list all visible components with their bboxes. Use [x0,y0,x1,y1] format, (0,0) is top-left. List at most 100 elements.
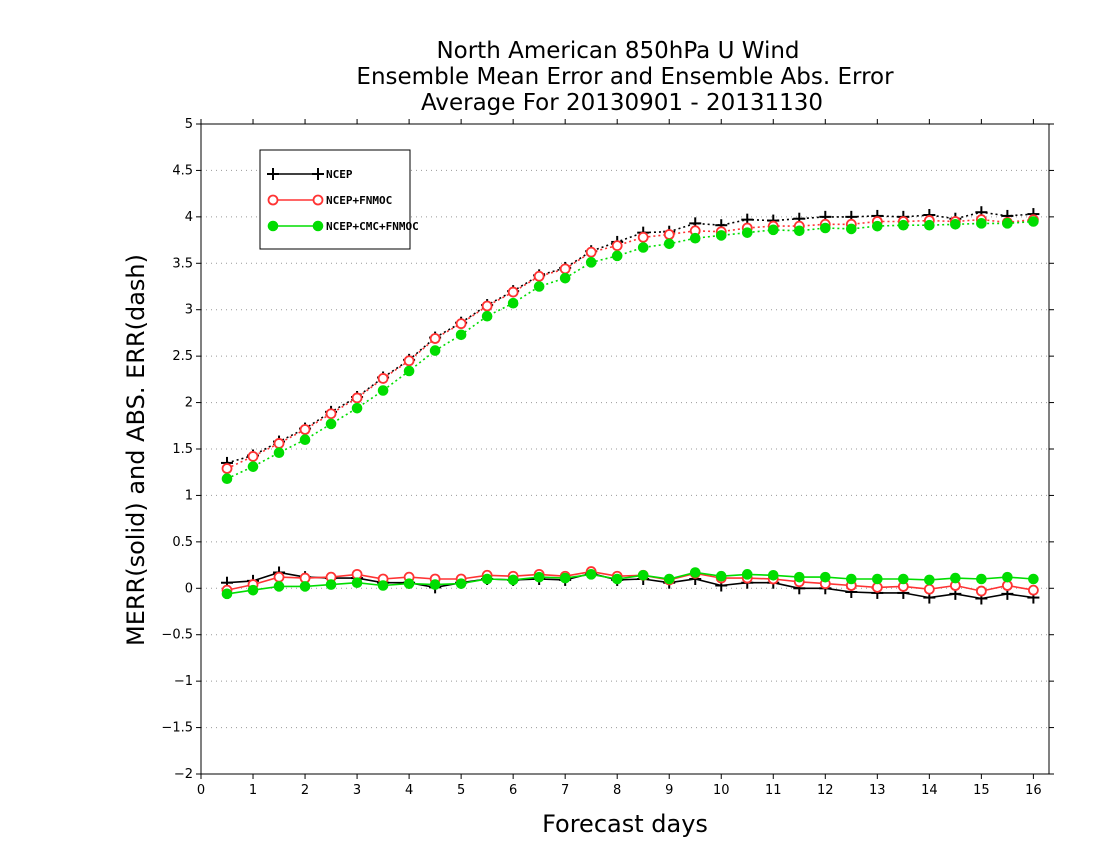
abs-err-point [585,246,597,258]
abs-err-point [325,418,337,430]
y-tick-label: 5 [185,117,193,132]
merr-point [377,580,389,591]
merr-point [273,581,285,592]
abs-err-point [429,333,441,344]
merr-point [429,579,441,590]
x-tick-label: 15 [973,783,990,798]
x-tick-label: 5 [457,783,465,798]
merr-point [846,573,857,585]
legend-label: NCEP+FNMOC [326,194,392,207]
abs-err-point [1028,216,1039,227]
y-tick-label: 1.5 [172,442,193,457]
x-tick-label: 2 [301,783,309,798]
abs-err-point [377,373,389,384]
y-tick-label: 3 [185,303,193,318]
abs-err-point [559,263,571,275]
abs-err-point [950,218,961,230]
merr-point [403,578,415,589]
merr-point [585,569,597,580]
abs-err-point [976,218,987,229]
x-tick-label: 12 [817,783,834,798]
legend-label: NCEP+CMC+FNMOC [326,220,419,233]
merr-point [663,573,675,585]
y-tick-label: 3.5 [172,256,193,271]
abs-err-point [273,438,285,449]
abs-err-point [507,286,519,298]
abs-err-point [299,434,311,446]
abs-err-point [846,223,857,235]
y-tick-label: −0.5 [161,628,193,643]
abs-err-point [741,227,753,238]
merr-point [247,584,259,596]
abs-err-point [533,270,545,282]
legend: NCEP NCEP+FNMOC NCEP+CMC+FNMOC [259,149,419,250]
abs-err-point [351,392,363,404]
y-tick-label: 0 [185,581,193,596]
merr-point [221,588,233,600]
abs-err-point [507,297,519,309]
legend-marker [267,194,279,206]
abs-err-point [325,408,337,420]
abs-err-point [481,310,493,322]
legend-marker [312,168,324,180]
abs-err-point [559,272,571,284]
abs-err-point [247,451,259,462]
chart-title: North American 850hPa U Wind Ensemble Me… [356,38,894,116]
abs-err-point [715,230,727,241]
y-tick-label: −1 [174,674,193,689]
legend-label: NCEP [326,168,353,181]
y-axis-label: MERR(solid) and ABS. ERR(dash) [122,254,150,646]
x-axis-ticks: 0 1 2 3 4 5 6 7 8 9 10 11 12 13 14 15 16 [197,119,1042,798]
abs-err-point [924,219,935,231]
merr-point [976,573,987,585]
x-tick-label: 4 [405,783,413,798]
y-tick-label: 0.5 [172,535,193,550]
merr-point [637,569,649,581]
abs-err-point [663,229,675,240]
title-line-1: North American 850hPa U Wind [436,38,799,64]
merr-point [923,583,935,595]
merr-point [507,574,519,586]
merr-point [325,579,337,590]
merr-point [793,571,805,583]
x-tick-label: 6 [509,783,517,798]
abs-err-point [637,242,649,253]
abs-err-point [689,232,701,244]
merr-point [872,573,883,585]
merr-point [741,569,753,580]
merr-point [611,573,623,585]
x-tick-label: 0 [197,783,205,798]
merr-point [689,567,701,578]
abs-err-point [585,257,597,268]
merr-point [351,577,363,589]
abs-err-point [403,365,415,377]
abs-err-point [247,461,259,472]
abs-err-line [226,218,1034,470]
abs-err-point [351,402,363,414]
x-tick-label: 13 [869,783,886,798]
y-tick-label: 2.5 [172,349,193,364]
merr-point [715,570,727,582]
merr-point [455,578,467,589]
title-line-3: Average For 20130901 - 20131130 [421,90,823,116]
merr-point [481,573,493,585]
merr-point [533,571,545,583]
y-tick-label: −1.5 [161,721,193,736]
y-axis-ticks: −2 −1.5 −1 −0.5 0 0.5 1 1.5 2 2.5 3 3.5 4 4.5 5 [161,117,1054,782]
x-tick-label: 1 [249,783,257,798]
abs-err-point [898,219,909,231]
abs-err-point [455,318,467,330]
merr-point [1002,571,1013,583]
abs-err-point [767,224,779,236]
y-tick-label: 4 [185,210,193,225]
abs-err-point [663,238,675,250]
abs-err-point [872,220,883,232]
x-tick-label: 16 [1025,783,1042,798]
abs-err-point [481,300,493,312]
abs-err-point [611,240,623,252]
title-line-2: Ensemble Mean Error and Ensemble Abs. Er… [356,64,894,90]
merr-point [767,569,779,581]
abs-err-point [793,225,805,237]
abs-err-point [819,222,831,234]
